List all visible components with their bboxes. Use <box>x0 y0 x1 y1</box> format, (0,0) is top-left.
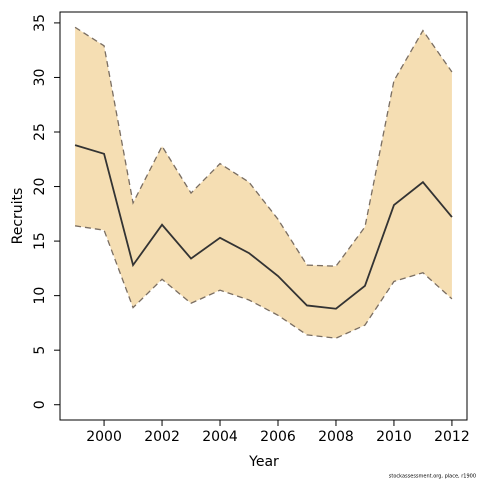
y-axis-label: Recruits <box>10 188 26 245</box>
x-tick-label: 2004 <box>202 429 238 445</box>
footer: stockassessment.org, place, r1900 <box>389 474 476 480</box>
confidence-band <box>75 27 452 339</box>
lower-bound <box>74 225 453 339</box>
upper-bound <box>74 26 453 267</box>
y-tick-label: 15 <box>32 232 48 250</box>
x-tick-label: 2002 <box>144 429 180 445</box>
y-tick-label: 10 <box>32 287 48 305</box>
plot-frame <box>59 11 468 421</box>
x-tick-label: 2010 <box>376 429 412 445</box>
y-tick-label: 25 <box>32 123 48 141</box>
y-tick-label: 30 <box>32 69 48 87</box>
x-tick-label: 2006 <box>260 429 296 445</box>
y-tick-label: 0 <box>32 400 48 409</box>
x-axis-label: Year <box>248 454 279 470</box>
y-tick-label: 20 <box>32 178 48 196</box>
x-tick-label: 2000 <box>86 429 122 445</box>
estimate-line <box>74 144 453 310</box>
y-tick-label: 5 <box>32 346 48 355</box>
x-tick-label: 2012 <box>434 429 470 445</box>
y-tick-label: 35 <box>32 14 48 32</box>
x-tick-label: 2008 <box>318 429 354 445</box>
